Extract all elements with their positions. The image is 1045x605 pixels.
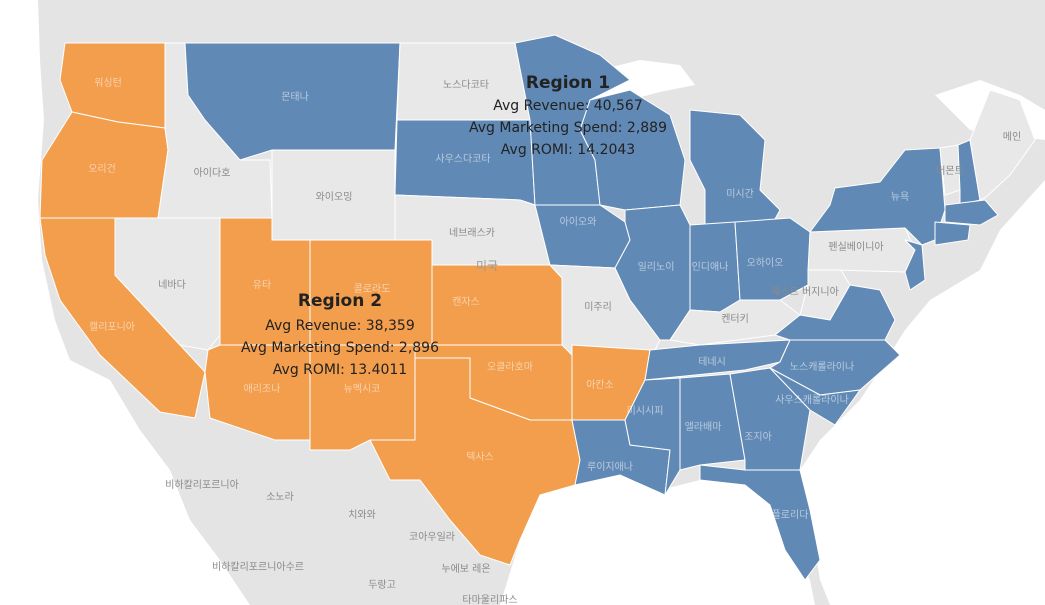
label-baja-california: 비하칼리포르니아 <box>165 478 239 491</box>
label-idaho: 아이다호 <box>194 167 231 179</box>
atlantic-ocean <box>800 180 1045 605</box>
state-kentucky[interactable] <box>669 299 801 346</box>
label-coahuila: 코아우일라 <box>409 531 455 543</box>
label-chihuahua: 치와와 <box>348 509 376 521</box>
label-south-dakota: 사우스다코타 <box>435 153 490 165</box>
region-2-avg-romi: Avg ROMI: 13.4011 <box>273 362 407 378</box>
region-1-avg-revenue: Avg Revenue: 40,567 <box>493 98 643 114</box>
label-iowa: 아이오와 <box>560 216 597 228</box>
state-florida[interactable] <box>699 464 821 581</box>
region-2-title: Region 2 <box>298 291 382 311</box>
state-massachusetts[interactable] <box>944 199 999 226</box>
label-kansas: 캔자스 <box>452 296 480 308</box>
label-washington: 워싱턴 <box>94 76 122 89</box>
gulf-of-mexico <box>500 470 815 605</box>
state-maine[interactable] <box>969 89 1036 201</box>
state-illinois[interactable] <box>614 204 691 341</box>
state-layer <box>39 34 1036 581</box>
label-north-carolina: 노스캐롤라이나 <box>790 361 854 373</box>
pacific-ocean <box>0 0 250 605</box>
label-west-virginia: 웨스트 버지니아 <box>771 286 839 298</box>
label-north-dakota: 노스다코타 <box>443 79 489 91</box>
region-1-avg-marketing-spend: Avg Marketing Spend: 2,889 <box>469 120 667 136</box>
label-ohio: 오하이오 <box>747 256 784 269</box>
label-pennsylvania: 펜실베이니아 <box>828 241 883 253</box>
label-indiana: 인디애나 <box>692 261 729 273</box>
label-tennessee: 테네시 <box>698 356 726 368</box>
label-kentucky: 켄터키 <box>721 313 749 325</box>
label-illinois: 일리노이 <box>638 261 675 273</box>
region-1-title: Region 1 <box>526 73 610 93</box>
label-new-mexico: 뉴멕시코 <box>344 383 381 395</box>
label-florida: 플로리다 <box>772 509 809 521</box>
label-mississippi: 미시시피 <box>627 405 664 417</box>
region-2-annotation: Region 2 Avg Revenue: 38,359 Avg Marketi… <box>241 291 439 378</box>
label-durango: 두랑고 <box>368 579 396 591</box>
label-alabama: 앨라배마 <box>685 420 722 433</box>
label-tamaulipas: 타마울리파스 <box>462 594 517 605</box>
label-montana: 몬태나 <box>281 91 309 103</box>
region-1-annotation: Region 1 Avg Revenue: 40,567 Avg Marketi… <box>469 73 667 158</box>
label-texas: 텍사스 <box>466 451 494 463</box>
label-south-carolina: 사우스캐롤라이나 <box>775 394 849 406</box>
label-sonora: 소노라 <box>266 491 294 503</box>
label-oregon: 오리건 <box>88 163 116 175</box>
label-louisiana: 루이지애나 <box>587 461 633 473</box>
label-colorado: 콜로라도 <box>354 283 391 295</box>
region-2-avg-revenue: Avg Revenue: 38,359 <box>265 318 415 334</box>
label-arizona: 애리조나 <box>244 383 281 395</box>
label-new-york: 뉴욕 <box>891 191 909 203</box>
state-label-layer: 워싱턴 오리건 캘리포니아 아이다호 네바다 몬태나 와이오밍 유타 콜로라도 … <box>88 76 1021 521</box>
label-wyoming: 와이오밍 <box>316 191 353 203</box>
label-california: 캘리포니아 <box>89 321 135 333</box>
label-nevada: 네바다 <box>158 279 186 291</box>
label-georgia: 조지아 <box>744 431 772 443</box>
label-vermont: 버몬트 <box>936 165 964 177</box>
label-nuevo-leon: 누에보 레온 <box>441 563 490 575</box>
geo-label-layer: 미국 비하칼리포르니아 소노라 치와와 코아우일라 비하칼리포르니아수르 두랑고… <box>165 259 517 605</box>
label-arkansas: 아칸소 <box>586 379 614 391</box>
state-arizona[interactable] <box>204 344 311 441</box>
label-michigan: 미시간 <box>726 188 754 200</box>
region-2-avg-marketing-spend: Avg Marketing Spend: 2,896 <box>241 340 439 356</box>
label-oklahoma: 오클라호마 <box>487 361 533 373</box>
label-country: 미국 <box>476 259 498 273</box>
region-1-avg-romi: Avg ROMI: 14.2043 <box>501 142 635 158</box>
label-utah: 유타 <box>253 279 271 291</box>
label-missouri: 미주리 <box>584 301 612 313</box>
state-south-carolina[interactable] <box>769 367 861 426</box>
state-new-mexico[interactable] <box>309 344 416 451</box>
label-maine: 메인 <box>1003 131 1021 143</box>
label-nebraska: 네브래스카 <box>449 227 495 239</box>
state-connecticut[interactable] <box>934 221 971 246</box>
state-alabama[interactable] <box>679 373 746 471</box>
label-baja-california-sur: 비하칼리포르니아수르 <box>212 560 304 573</box>
